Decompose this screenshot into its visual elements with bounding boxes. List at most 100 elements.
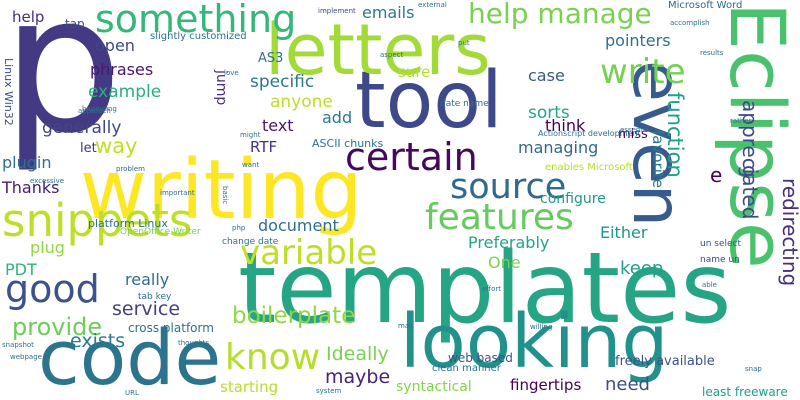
word-good: good [5, 267, 100, 311]
word-need: need [605, 374, 650, 395]
word-phrases: phrases [90, 60, 154, 79]
word-thoughts: thoughts [178, 339, 210, 347]
word-source: source [450, 167, 567, 207]
word-php: php [232, 224, 246, 232]
word-one: One [488, 253, 521, 272]
word-write: write [600, 52, 686, 92]
word-able: able [702, 281, 717, 289]
word-sure: sure [398, 63, 431, 81]
word-pdt: PDT [5, 260, 37, 279]
word-results: results [700, 49, 724, 57]
word-plug: plug [30, 238, 65, 257]
word-ascii-chunks: ASCII chunks [312, 137, 384, 150]
word-service: service [112, 298, 181, 320]
word-snap: snap [745, 365, 762, 373]
word-configure: configure [540, 191, 606, 207]
word-writing: writing [80, 143, 363, 238]
word-un-select: un select [700, 239, 742, 249]
word-love: love [224, 69, 239, 77]
word-change-date: change date [222, 237, 279, 247]
word-pointers: pointers [605, 31, 671, 50]
word-excessive: excessive [30, 177, 65, 185]
word-features: features [425, 197, 574, 238]
word-snippets: snippets [2, 194, 193, 247]
word-starting: starting [220, 378, 279, 396]
word-external: external [418, 1, 447, 9]
word-really: really [125, 270, 170, 289]
word-sorts: sorts [528, 103, 570, 123]
word-boilerplate: boilerplate [232, 303, 356, 329]
word-web-based: web based [448, 351, 513, 365]
word-syntactical: syntactical [396, 379, 472, 395]
word-generally: generally [42, 118, 122, 138]
word-effort: effort [482, 285, 502, 293]
word-clean-manner: clean manner [432, 363, 501, 374]
word-something: something [95, 0, 297, 41]
word-redirecting: redirecting [778, 178, 800, 287]
word-date-name: date name [440, 99, 489, 109]
word-may: may [398, 322, 414, 330]
word-let: let [80, 141, 97, 156]
word-p: p [2, 0, 123, 175]
word-provide: provide [12, 313, 103, 341]
word-essence: essence [620, 126, 649, 134]
word-beginning: beginning [82, 105, 117, 113]
word-put: put [458, 39, 470, 47]
word-approach: approach [78, 107, 111, 115]
word-snapshot: snapshot [2, 341, 34, 349]
word-code: code [38, 313, 222, 400]
word-accomplish: accomplish [670, 19, 710, 27]
word-url: URL [125, 389, 139, 397]
word-fingertips: fingertips [510, 376, 582, 394]
word-e: e [710, 163, 723, 187]
word-cross-platform: cross platform [128, 321, 214, 335]
word-keep: keep [620, 258, 664, 279]
word-know: know [225, 337, 321, 378]
word-specific: specific [250, 72, 315, 92]
word-g: g [738, 165, 762, 178]
word-preferably: Preferably [468, 233, 550, 252]
word-thanks: Thanks [2, 178, 60, 197]
word-variable: variable [240, 233, 378, 273]
word-rtf: RTF [250, 138, 278, 156]
word-maybe: maybe [325, 366, 391, 388]
word-enables-microsoft: enables Microsoft [545, 162, 633, 173]
word-case: case [528, 66, 565, 85]
word-looking: looking [400, 299, 669, 385]
word-emails: emails [362, 3, 415, 22]
word-openoffice-writer: OpenOffice Writer [120, 227, 201, 237]
word-as3: AS3 [258, 51, 284, 66]
word-aspect: aspect [380, 51, 404, 59]
word-open: open [95, 36, 135, 55]
word-templates: templates [238, 232, 732, 346]
word-actionscript-development: Actionscript development [538, 129, 641, 138]
word-text: text [262, 116, 294, 135]
word-way: way [95, 134, 138, 158]
word-microsoft-word: Microsoft Word [668, 0, 743, 11]
word-example: example [88, 82, 162, 102]
word-system: system [316, 387, 342, 395]
word-rather: rather [730, 117, 752, 125]
word-tab-key: tab key [138, 292, 172, 302]
word-freely-available: freely available [615, 354, 715, 369]
word-slightly-customized: slightly customized [150, 31, 247, 42]
word-think: think [545, 116, 586, 135]
word-miss: miss [618, 127, 648, 142]
word-tap: tap [65, 17, 85, 31]
word-important: important [160, 189, 195, 197]
word-exists: exists [70, 330, 126, 352]
word-platform-linux: platform Linux [88, 217, 168, 230]
word-tool: tool [355, 56, 503, 146]
word-managing: managing [518, 138, 599, 157]
word-help-manage: help manage [468, 0, 652, 30]
word-least-freeware: least freeware [702, 385, 788, 399]
word-favorite: favorite [649, 130, 667, 188]
word-problem: problem [116, 165, 145, 173]
word-document: document [258, 216, 339, 235]
word-add: add [322, 108, 353, 127]
word-certain: certain [345, 135, 478, 179]
word-ideally: Ideally [326, 343, 389, 365]
word-function: function [663, 92, 687, 178]
word-willing: willing [530, 323, 553, 331]
